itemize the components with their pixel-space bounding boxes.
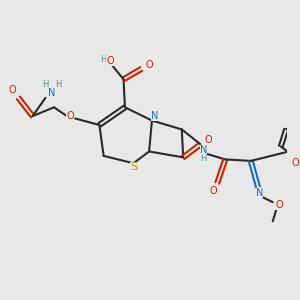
Text: N: N <box>151 111 158 121</box>
Text: O: O <box>204 135 212 145</box>
Text: O: O <box>291 158 299 168</box>
Text: N: N <box>200 145 207 155</box>
Text: N: N <box>48 88 55 98</box>
Text: O: O <box>275 200 283 210</box>
Text: N: N <box>256 188 263 198</box>
Text: O: O <box>209 186 217 196</box>
Text: S: S <box>130 162 138 172</box>
Text: O: O <box>145 61 153 70</box>
Text: O: O <box>9 85 16 94</box>
Text: H: H <box>200 154 207 163</box>
Text: O: O <box>106 56 114 66</box>
Text: H: H <box>100 55 107 64</box>
Text: O: O <box>66 111 74 121</box>
Text: H: H <box>55 80 62 89</box>
Text: H: H <box>42 80 49 89</box>
